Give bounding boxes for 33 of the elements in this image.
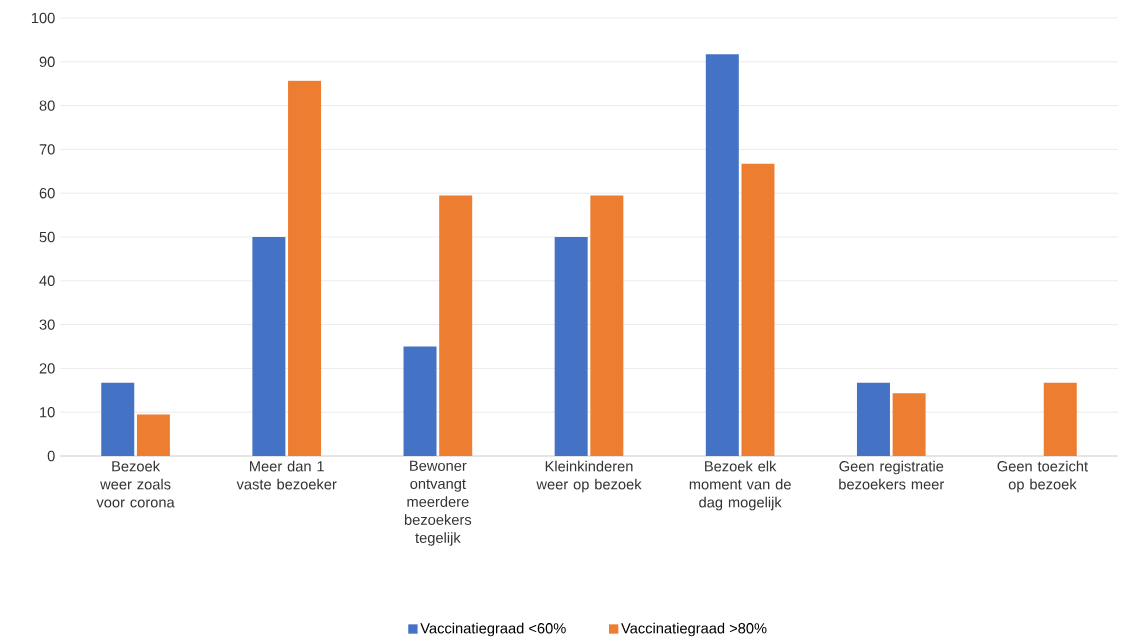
y-tick-label: 30 [39,319,55,330]
legend-label: Vaccinatiegraad >80% [621,622,767,637]
bar [705,54,739,456]
bar [554,237,588,456]
y-tick-label: 80 [39,100,55,111]
x-tick-label: Bewoner ontvangt meerdere bezoekers tegelijk [404,460,472,546]
x-tick-label: Kleinkinderen weer op bezoek [536,460,642,493]
y-tick-label: 40 [39,275,55,286]
y-tick-label: 0 [47,450,55,462]
bar [439,195,473,456]
bar [892,393,926,456]
y-tick-label: 60 [39,188,55,199]
bar [856,382,890,456]
y-tick-label: 100 [31,12,55,24]
bar [590,195,624,456]
bar [101,382,135,456]
bar [136,414,170,456]
bar [288,80,322,456]
bar [1043,382,1077,456]
bar [403,346,437,456]
x-tick-label: Geen toezicht op bezoek [997,460,1088,493]
legend-label: Vaccinatiegraad <60% [420,622,566,637]
x-tick-label: Bezoek weer zoals voor corona [96,460,175,508]
y-tick-label: 90 [39,56,55,67]
bar [741,163,775,456]
y-tick-label: 50 [39,231,55,243]
y-tick-label: 10 [40,407,55,418]
y-tick-label: 20 [39,363,55,374]
x-tick-label: Bezoek elk moment van de dag mogelijk [689,460,791,511]
x-tick-label: Geen registratie bezoekers meer [839,460,945,490]
y-tick-label: 70 [39,144,55,155]
bar [252,237,286,456]
x-tick-label: Meer dan 1 vaste bezoeker [236,460,337,490]
